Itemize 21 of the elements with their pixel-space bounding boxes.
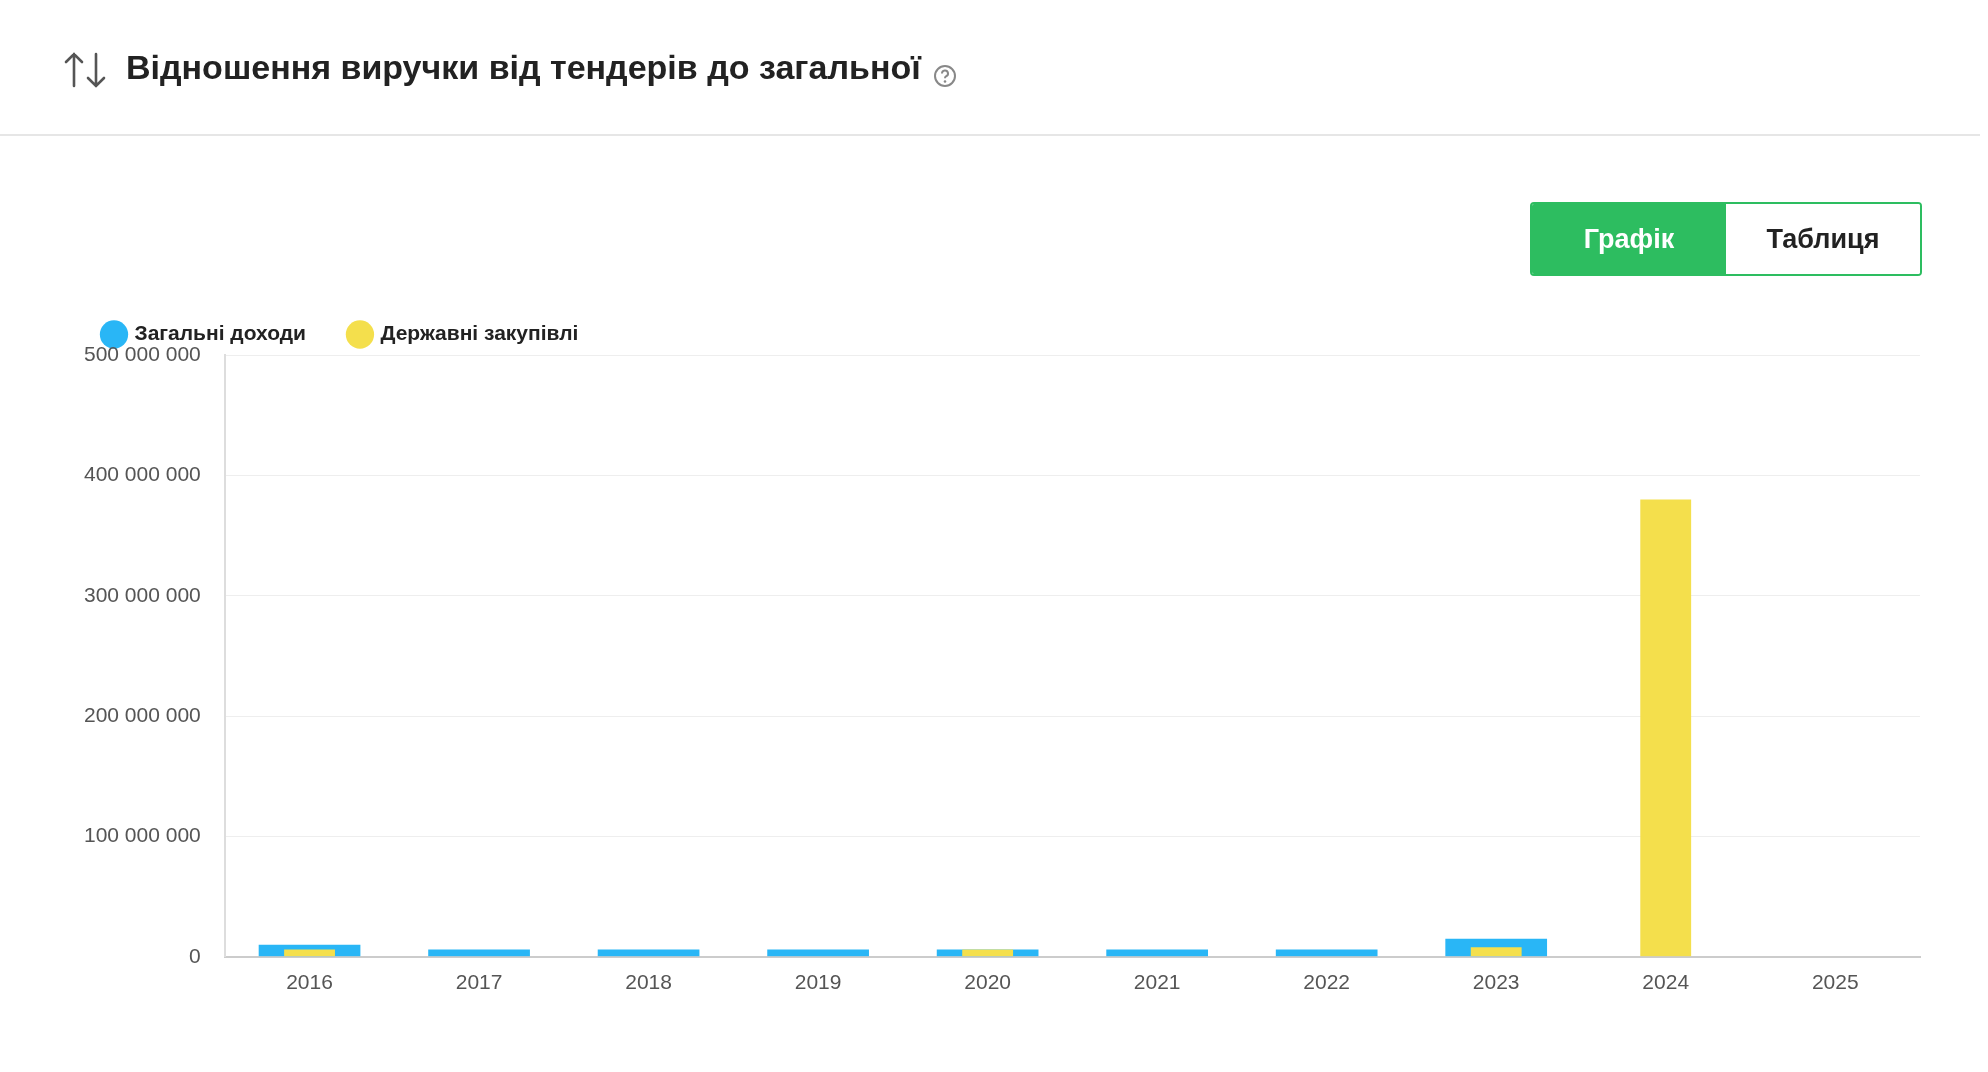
y-tick-label: 200 000 000 [83, 702, 201, 726]
text: Графік [1532, 204, 1726, 274]
bar [1470, 947, 1522, 957]
x-tick-label: 2024 [1642, 970, 1690, 994]
x-tick-label: 2025 [1811, 970, 1859, 994]
bar [1640, 499, 1692, 957]
x-tick-label: 2020 [964, 970, 1011, 994]
text: Таблиця [1726, 204, 1920, 274]
x-tick-label: 2021 [1133, 970, 1181, 994]
x-tick-label: 2019 [794, 970, 842, 994]
x-tick-label: 2023 [1472, 970, 1520, 994]
x-tick-label: 2016 [286, 970, 333, 994]
y-tick-label: 0 [189, 943, 201, 967]
y-tick-label: 100 000 000 [83, 823, 201, 847]
legend-label: Державні закупівлі [380, 321, 579, 345]
y-tick-label: 300 000 000 [83, 582, 201, 606]
x-tick-label: 2017 [455, 970, 503, 994]
chart-title: Відношення виручки від тендерів до загальної [126, 48, 921, 87]
x-tick-label: 2022 [1303, 970, 1351, 994]
x-tick-label: 2018 [625, 970, 672, 994]
y-tick-label: 400 000 000 [83, 462, 201, 486]
